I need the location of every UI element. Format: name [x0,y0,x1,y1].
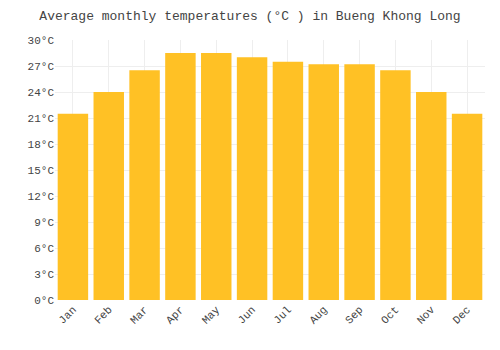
svg-text:Sep: Sep [343,304,365,326]
svg-text:3°C: 3°C [34,269,54,281]
svg-text:Nov: Nov [415,304,438,327]
svg-text:6°C: 6°C [34,243,54,255]
svg-text:Mar: Mar [128,304,150,326]
svg-text:May: May [200,304,223,327]
svg-text:Jun: Jun [236,304,258,326]
svg-text:12°C: 12°C [28,191,55,203]
svg-text:15°C: 15°C [28,165,55,177]
svg-text:Aug: Aug [307,304,329,326]
svg-text:Feb: Feb [92,304,114,326]
svg-text:9°C: 9°C [34,217,54,229]
svg-text:0°C: 0°C [34,295,54,307]
svg-text:Dec: Dec [451,304,473,326]
svg-text:Jul: Jul [271,304,293,326]
svg-text:Apr: Apr [164,304,186,326]
svg-text:Average monthly temperatures (: Average monthly temperatures (°C ) in Bu… [39,9,460,24]
svg-text:30°C: 30°C [28,35,55,47]
svg-text:Jan: Jan [56,304,78,326]
svg-text:24°C: 24°C [28,87,55,99]
svg-text:27°C: 27°C [28,61,55,73]
svg-text:21°C: 21°C [28,113,55,125]
svg-text:18°C: 18°C [28,139,55,151]
svg-text:Oct: Oct [379,304,401,326]
